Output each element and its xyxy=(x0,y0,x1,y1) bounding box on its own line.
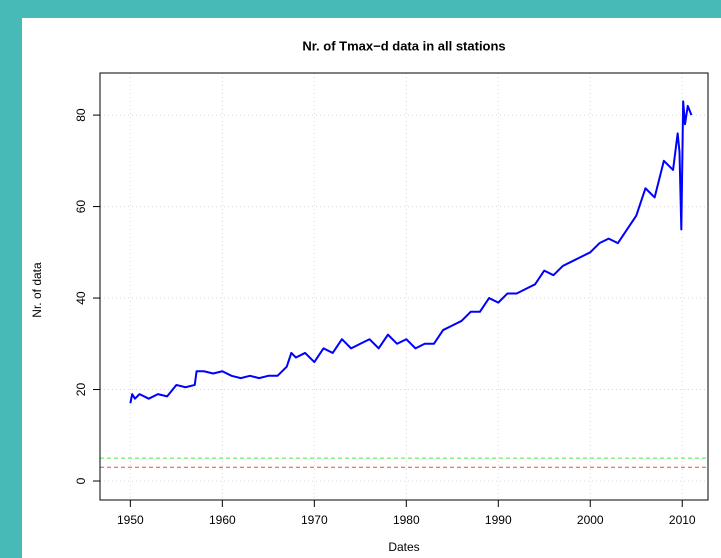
data-line xyxy=(129,100,693,404)
y-tick-label: 60 xyxy=(74,200,88,214)
y-tick-label: 80 xyxy=(74,108,88,122)
y-tick-label: 0 xyxy=(74,477,88,484)
x-tick-label: 1990 xyxy=(485,513,512,527)
x-tick-label: 2000 xyxy=(577,513,604,527)
x-axis-label: Dates xyxy=(388,540,419,554)
x-tick-label: 1960 xyxy=(209,513,236,527)
x-tick-label: 1950 xyxy=(117,513,144,527)
y-tick-label: 40 xyxy=(74,291,88,305)
x-tick-label: 1970 xyxy=(301,513,328,527)
x-tick-label: 2010 xyxy=(669,513,696,527)
x-tick-label: 1980 xyxy=(393,513,420,527)
chart-title: Nr. of Tmax−d data in all stations xyxy=(302,38,505,53)
plot-frame xyxy=(99,72,709,501)
y-tick-label: 20 xyxy=(74,383,88,397)
panel xyxy=(22,18,721,558)
y-axis-label: Nr. of data xyxy=(30,262,44,318)
